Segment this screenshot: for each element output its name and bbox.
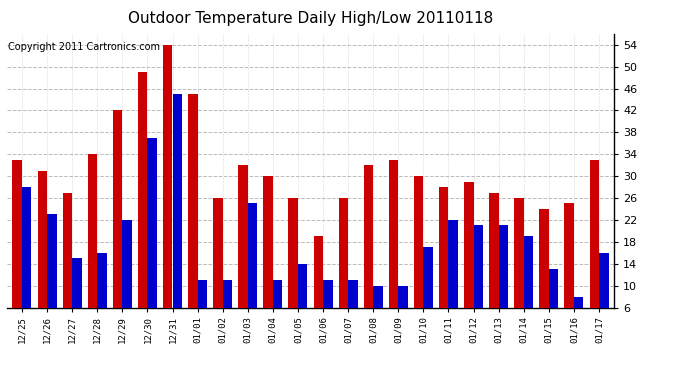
Bar — [364, 165, 373, 340]
Bar — [288, 198, 298, 340]
Bar — [112, 110, 122, 340]
Bar — [72, 258, 81, 340]
Bar — [524, 236, 533, 340]
Bar — [564, 204, 574, 340]
Bar — [414, 176, 424, 340]
Bar — [540, 209, 549, 340]
Bar — [122, 220, 132, 340]
Bar — [424, 247, 433, 340]
Bar — [323, 280, 333, 340]
Text: Copyright 2011 Cartronics.com: Copyright 2011 Cartronics.com — [8, 42, 160, 52]
Bar — [388, 160, 398, 340]
Bar — [97, 253, 107, 340]
Bar — [473, 225, 483, 340]
Bar — [574, 297, 584, 340]
Bar — [464, 182, 473, 340]
Bar — [499, 225, 509, 340]
Bar — [589, 160, 599, 340]
Bar — [298, 264, 308, 340]
Bar — [439, 187, 449, 340]
Text: Outdoor Temperature Daily High/Low 20110118: Outdoor Temperature Daily High/Low 20110… — [128, 11, 493, 26]
Bar — [197, 280, 207, 340]
Bar — [213, 198, 223, 340]
Bar — [248, 204, 257, 340]
Bar — [238, 165, 248, 340]
Bar — [549, 269, 558, 340]
Bar — [163, 45, 172, 340]
Bar — [514, 198, 524, 340]
Bar — [339, 198, 348, 340]
Bar — [398, 286, 408, 340]
Bar — [188, 94, 197, 340]
Bar — [12, 160, 22, 340]
Bar — [148, 138, 157, 340]
Bar — [348, 280, 357, 340]
Bar — [88, 154, 97, 340]
Bar — [448, 220, 458, 340]
Bar — [273, 280, 282, 340]
Bar — [47, 214, 57, 340]
Bar — [63, 192, 72, 340]
Bar — [172, 94, 182, 340]
Bar — [22, 187, 32, 340]
Bar — [489, 192, 499, 340]
Bar — [373, 286, 383, 340]
Bar — [599, 253, 609, 340]
Bar — [223, 280, 233, 340]
Bar — [313, 236, 323, 340]
Bar — [264, 176, 273, 340]
Bar — [138, 72, 148, 340]
Bar — [37, 171, 47, 340]
